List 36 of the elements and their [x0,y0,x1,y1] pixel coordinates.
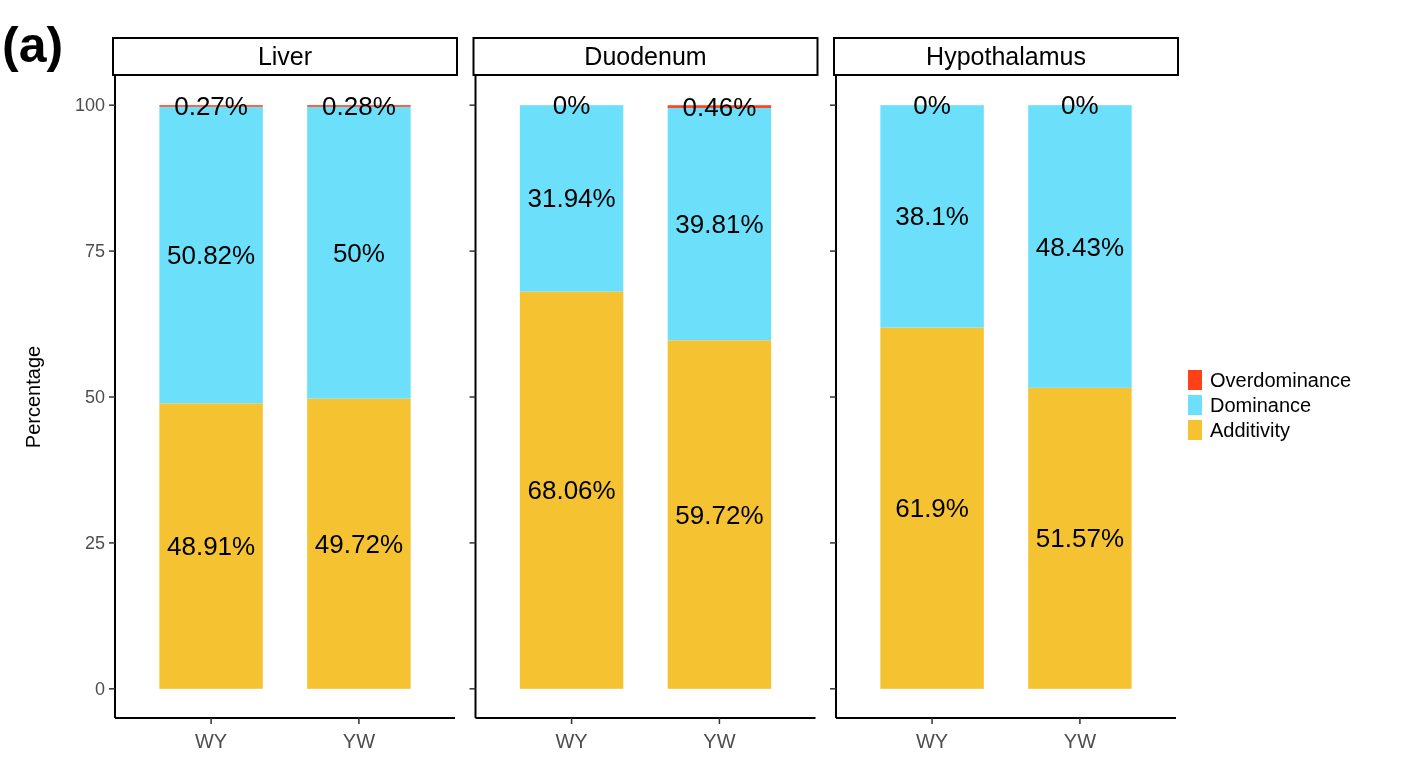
chart-title: Liver [257,42,313,71]
bar [159,403,263,689]
data-label: 61.9% [895,493,969,524]
data-label: 48.91% [166,531,256,562]
bar [667,340,772,689]
x-tick-label: WY [555,730,588,752]
data-label: 59.72% [675,499,764,530]
data-label: 38.1% [895,201,969,232]
chart-title: Duodenum [584,42,707,71]
x-tick-label: YW [1063,730,1097,752]
data-label: 39.81% [675,209,764,240]
y-tick-label: 75 [84,241,105,262]
bar [307,398,411,689]
bar [519,291,624,689]
data-label: 0.46% [682,91,757,122]
y-tick-label: 50 [84,387,105,408]
x-tick-label: YW [342,730,376,752]
data-label: 48.43% [1035,231,1125,262]
x-tick-label: WY [915,730,949,752]
data-label: 49.72% [314,528,404,559]
text: (a) [2,17,64,73]
legend-label: Dominance [1210,394,1312,416]
legend-label: Additivity [1210,419,1291,441]
legend-label: Overdominance [1210,369,1352,391]
y-tick-label: 100 [74,95,105,116]
x-tick-label: WY [194,730,228,752]
y-tick-label: 0 [94,679,105,700]
data-label: 50.82% [166,240,256,271]
data-label: 50% [332,237,385,268]
data-label: 51.57% [1035,523,1125,554]
chart-title: Hypothalamus [926,42,1086,71]
y-tick-label: 25 [84,533,105,554]
data-label: 31.94% [527,183,616,214]
data-label: 68.06% [527,475,616,506]
y-axis-title: Percentage [22,345,44,449]
x-tick-label: YW [703,730,736,752]
